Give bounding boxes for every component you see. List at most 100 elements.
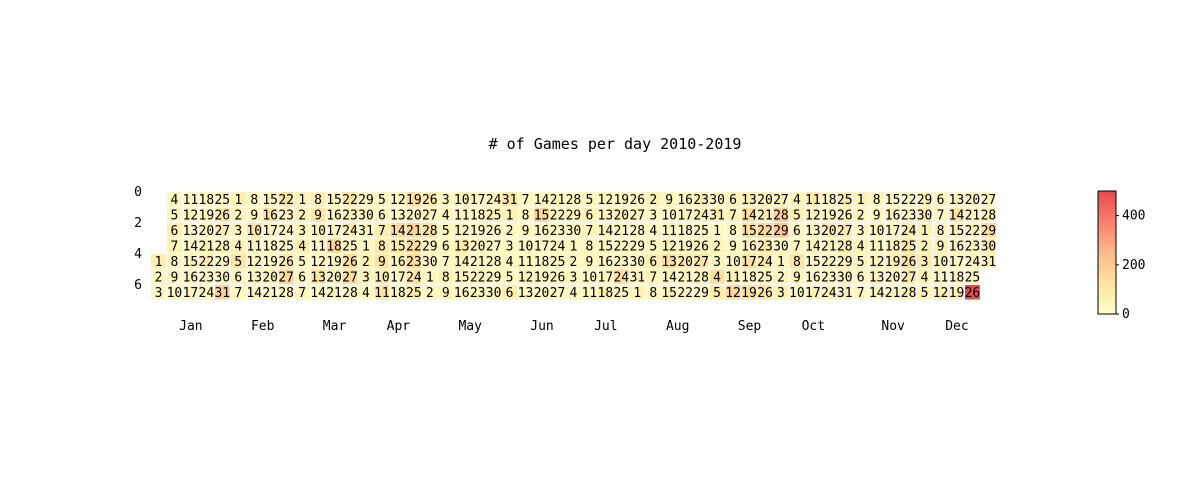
month-label: Jul: [594, 319, 617, 334]
heatmap-cell-label: 27: [693, 255, 709, 270]
heatmap-cell-label: 26: [422, 193, 438, 208]
heatmap-cell: [645, 254, 661, 269]
heatmap-cell-label: 15: [741, 224, 757, 239]
heatmap-cell-label: 26: [214, 208, 230, 223]
heatmap-cell-label: 22: [677, 286, 693, 301]
month-label: May: [458, 319, 482, 334]
heatmap-cell: [470, 223, 486, 238]
heatmap-cell-label: 19: [741, 286, 757, 301]
heatmap-cell-label: 15: [183, 255, 199, 270]
heatmap-cell: [198, 207, 214, 222]
heatmap-cell: [198, 269, 214, 284]
heatmap-cell: [693, 285, 709, 300]
heatmap-cell: [964, 223, 980, 238]
heatmap-cell-label: 5: [298, 255, 306, 270]
heatmap-cell-label: 14: [741, 208, 757, 223]
heatmap-cell-label: 31: [214, 286, 230, 301]
heatmap-cell: [869, 254, 885, 269]
heatmap-cell-label: 13: [741, 193, 757, 208]
heatmap-cell: [837, 285, 853, 300]
heatmap-cell: [358, 254, 374, 269]
heatmap-cell: [406, 254, 422, 269]
heatmap-cell-label: 21: [406, 224, 422, 239]
heatmap-cell-label: 22: [278, 193, 294, 208]
heatmap-cell-label: 19: [470, 224, 486, 239]
heatmap-cell: [422, 207, 438, 222]
heatmap-cell: [454, 223, 470, 238]
heatmap-cell-label: 7: [442, 255, 450, 270]
heatmap-cell-label: 25: [550, 255, 566, 270]
heatmap-cell: [853, 207, 869, 222]
heatmap-cell: [390, 223, 406, 238]
heatmap-cell: [677, 285, 693, 300]
heatmap-cell-label: 3: [234, 224, 242, 239]
heatmap-cell-label: 30: [422, 255, 438, 270]
heatmap-cell: [278, 223, 294, 238]
heatmap-cell: [294, 192, 310, 207]
heatmap-cell: [182, 207, 198, 222]
heatmap-cell-label: 25: [757, 270, 773, 285]
heatmap-cell-label: 30: [981, 239, 997, 254]
heatmap-cell-label: 18: [741, 270, 757, 285]
heatmap-cell: [214, 285, 230, 300]
heatmap-cell-label: 21: [677, 270, 693, 285]
heatmap-cell-label: 25: [486, 208, 502, 223]
heatmap-cell-label: 8: [442, 270, 450, 285]
heatmap-cell-label: 29: [214, 255, 230, 270]
heatmap-cell-label: 29: [773, 224, 789, 239]
heatmap-cell-label: 18: [199, 193, 215, 208]
heatmap-cell: [278, 192, 294, 207]
month-label: Oct: [802, 319, 825, 334]
heatmap-cell-label: 27: [214, 224, 230, 239]
heatmap-cell: [166, 207, 182, 222]
heatmap-cell-label: 25: [278, 239, 294, 254]
month-label: Jun: [530, 319, 553, 334]
heatmap-cell: [917, 207, 933, 222]
heatmap-cell: [645, 192, 661, 207]
heatmap-cell: [390, 238, 406, 253]
heatmap-cell: [454, 238, 470, 253]
heatmap-cell: [454, 207, 470, 222]
heatmap-cell: [853, 238, 869, 253]
heatmap-cell: [310, 285, 326, 300]
heatmap-cell: [757, 254, 773, 269]
heatmap-cell-label: 10: [167, 286, 183, 301]
heatmap-cell-label: 29: [358, 193, 374, 208]
heatmap-cell-label: 18: [885, 239, 901, 254]
heatmap-cell: [486, 192, 502, 207]
heatmap-cell-label: 14: [949, 208, 965, 223]
heatmap-cell: [198, 223, 214, 238]
heatmap-cell: [390, 285, 406, 300]
heatmap-cell-label: 11: [374, 286, 390, 301]
heatmap-cell: [166, 192, 182, 207]
heatmap-cell-label: 9: [314, 208, 322, 223]
heatmap-cell: [310, 269, 326, 284]
month-label: Sep: [738, 319, 762, 334]
heatmap-cell: [837, 254, 853, 269]
heatmap-cell: [709, 238, 725, 253]
heatmap-cell-label: 30: [214, 270, 230, 285]
heatmap-cell-label: 8: [314, 193, 322, 208]
heatmap-cell-label: 6: [506, 286, 514, 301]
heatmap-cell-label: 7: [234, 286, 242, 301]
heatmap-cell-label: 13: [183, 224, 199, 239]
heatmap-cell: [422, 269, 438, 284]
heatmap-cell-label: 12: [661, 239, 677, 254]
heatmap-cell-label: 18: [262, 239, 278, 254]
heatmap-cell: [885, 254, 901, 269]
heatmap-cell-label: 23: [613, 255, 629, 270]
heatmap-cell-label: 16: [183, 270, 199, 285]
heatmap-cell: [677, 192, 693, 207]
heatmap-cell: [757, 192, 773, 207]
heatmap-cell-label: 31: [629, 270, 645, 285]
heatmap-cell: [518, 285, 534, 300]
heatmap-cell-label: 26: [757, 286, 773, 301]
heatmap-cell-label: 1: [155, 255, 163, 270]
heatmap-cell-label: 10: [661, 208, 677, 223]
heatmap-cell-label: 14: [454, 255, 470, 270]
heatmap-cell: [294, 254, 310, 269]
heatmap-cell: [374, 285, 390, 300]
heatmap-cell-label: 6: [729, 193, 737, 208]
heatmap-cell-label: 6: [442, 239, 450, 254]
heatmap-cell: [805, 207, 821, 222]
